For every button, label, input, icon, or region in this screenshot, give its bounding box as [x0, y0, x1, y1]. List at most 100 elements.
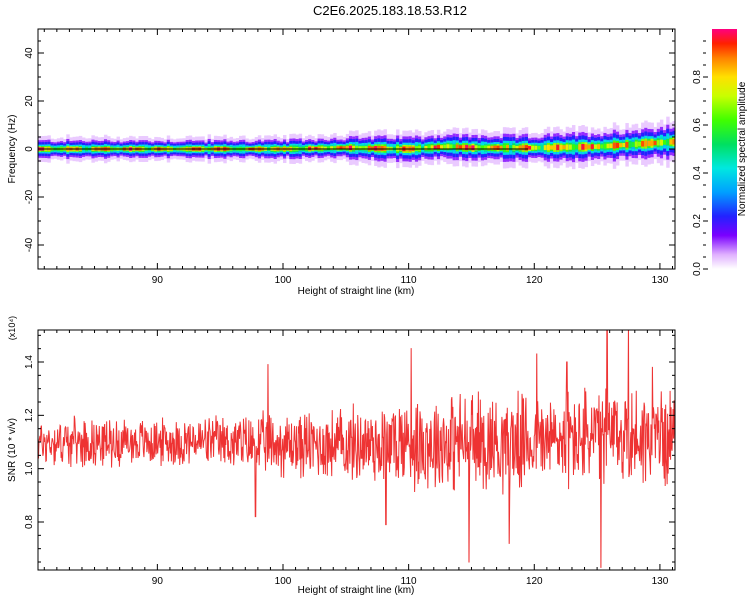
spectrogram-cell — [345, 145, 350, 150]
spectrogram-cell — [436, 144, 441, 150]
spectrogram-cell — [484, 145, 488, 151]
x-tick-label: 90 — [152, 576, 164, 587]
spectrogram-cell — [565, 144, 570, 150]
spectrogram-cell — [528, 145, 532, 150]
x-tick-label: 100 — [275, 275, 292, 286]
spectrogram-cell — [452, 144, 457, 150]
spectrogram-cell — [534, 145, 538, 150]
spectrogram-cell — [546, 144, 551, 151]
spectrogram-cell — [361, 146, 365, 151]
spectrogram-cell — [364, 146, 369, 151]
spectrogram-cell — [326, 146, 331, 150]
x-tick-label: 130 — [652, 275, 669, 286]
spectrogram-cell — [440, 145, 444, 149]
spectrogram-cell — [320, 146, 325, 151]
spectrogram-cell — [597, 144, 601, 149]
spectrogram-cell — [593, 144, 598, 149]
spectrogram-cell — [556, 144, 560, 151]
spectrogram-y-axis-label: Frequency (Hz) — [7, 115, 18, 184]
spectrogram-cells — [38, 116, 675, 170]
x-tick-label: 120 — [526, 576, 543, 587]
x-tick-label: 120 — [526, 275, 543, 286]
spectrogram-cell — [540, 145, 544, 150]
colorbar-gradient — [712, 29, 737, 269]
spectrogram-cell — [446, 144, 450, 149]
spectrogram-cell — [609, 143, 614, 149]
snr-y-ticks: 0.8 1.0 1.2 1.4 — [24, 334, 675, 563]
spectrogram-cell — [584, 144, 588, 150]
spectrogram-cell — [559, 144, 563, 150]
x-tick-label: 100 — [275, 576, 292, 587]
spectrogram-cell — [650, 140, 654, 146]
spectrogram-cell — [499, 145, 504, 150]
spectrogram-cell — [524, 145, 529, 151]
spectrogram-cell — [606, 143, 610, 149]
x-tick-label: 90 — [152, 275, 164, 286]
spectrogram-cell — [443, 144, 447, 149]
spectrogram-x-ticks: 90 100 110 120 130 — [43, 29, 673, 286]
spectrogram-cell — [374, 146, 378, 151]
spectrogram-cell — [581, 144, 585, 150]
spectrogram-cell — [480, 145, 485, 151]
y-tick-label: 40 — [24, 47, 35, 59]
spectrogram-cell — [367, 145, 372, 151]
spectrogram-cell — [380, 146, 384, 151]
spectrogram-cell — [449, 144, 453, 150]
spectrogram-cell — [468, 145, 472, 150]
spectrogram-cell — [487, 145, 491, 150]
spectrogram-cell — [553, 144, 557, 151]
spectrogram-cell — [634, 141, 639, 147]
spectrogram-cell — [656, 140, 661, 146]
spectrogram-cell — [314, 147, 318, 150]
spectrogram-cell — [669, 139, 673, 145]
spectrogram-cell — [537, 145, 541, 150]
x-tick-label: 130 — [652, 576, 669, 587]
spectrogram-cell — [506, 145, 510, 151]
spectrogram-cell — [587, 144, 592, 149]
snr-x-ticks: 90 100 110 120 130 — [43, 330, 673, 587]
spectrogram-cell — [518, 145, 523, 151]
spectrogram-cell — [490, 145, 494, 150]
spectrogram-cell — [531, 145, 535, 150]
spectrogram-cell — [512, 145, 516, 151]
spectrogram-cell — [458, 145, 463, 150]
spectrogram-cell — [590, 144, 595, 150]
spectrogram-cell — [342, 146, 347, 150]
snr-panel: 90 100 110 120 130 0.8 1.0 1.2 1.4 Height of st… — [7, 316, 676, 596]
spectrogram-cell — [622, 142, 626, 148]
spectrogram-cell — [578, 144, 582, 150]
spectrogram-cell — [619, 143, 623, 148]
spectrogram-cell — [666, 138, 670, 146]
spectrogram-cell — [424, 145, 428, 151]
y-tick-label: -40 — [24, 237, 35, 252]
spectrogram-cell — [330, 146, 334, 150]
spectrogram-cell — [339, 146, 343, 150]
colorbar-tick-label: 0.2 — [692, 214, 703, 228]
spectrogram-cell — [474, 145, 479, 151]
spectrogram-cell — [418, 146, 422, 151]
spectrogram-cell — [641, 141, 645, 147]
spectrogram-cell — [358, 146, 362, 150]
spectrogram-cell — [462, 144, 466, 150]
colorbar-tick-label: 0.4 — [692, 166, 703, 180]
spectrogram-cell — [465, 144, 469, 151]
colorbar-tick-label: 0.8 — [692, 70, 703, 84]
spectrogram-cell — [477, 145, 482, 150]
spectrogram-cell — [377, 145, 381, 151]
spectrogram-x-axis-label: Height of straight line (km) — [298, 286, 415, 297]
spectrogram-cell — [311, 146, 315, 151]
snr-y-multiplier: (x10⁴) — [7, 316, 17, 340]
y-tick-label: 20 — [24, 95, 35, 107]
spectrogram-cell — [600, 144, 604, 149]
spectrogram-cell — [631, 141, 636, 148]
spectrogram-cell — [659, 139, 664, 146]
spectrogram-cell — [625, 141, 629, 148]
spectrogram-cell — [672, 139, 675, 145]
spectrogram-cell — [603, 143, 607, 149]
snr-frame — [37, 329, 676, 571]
colorbar-tick-label: 0.0 — [692, 262, 703, 276]
spectrogram-cell — [352, 145, 356, 151]
spectrogram-cell — [509, 145, 513, 151]
